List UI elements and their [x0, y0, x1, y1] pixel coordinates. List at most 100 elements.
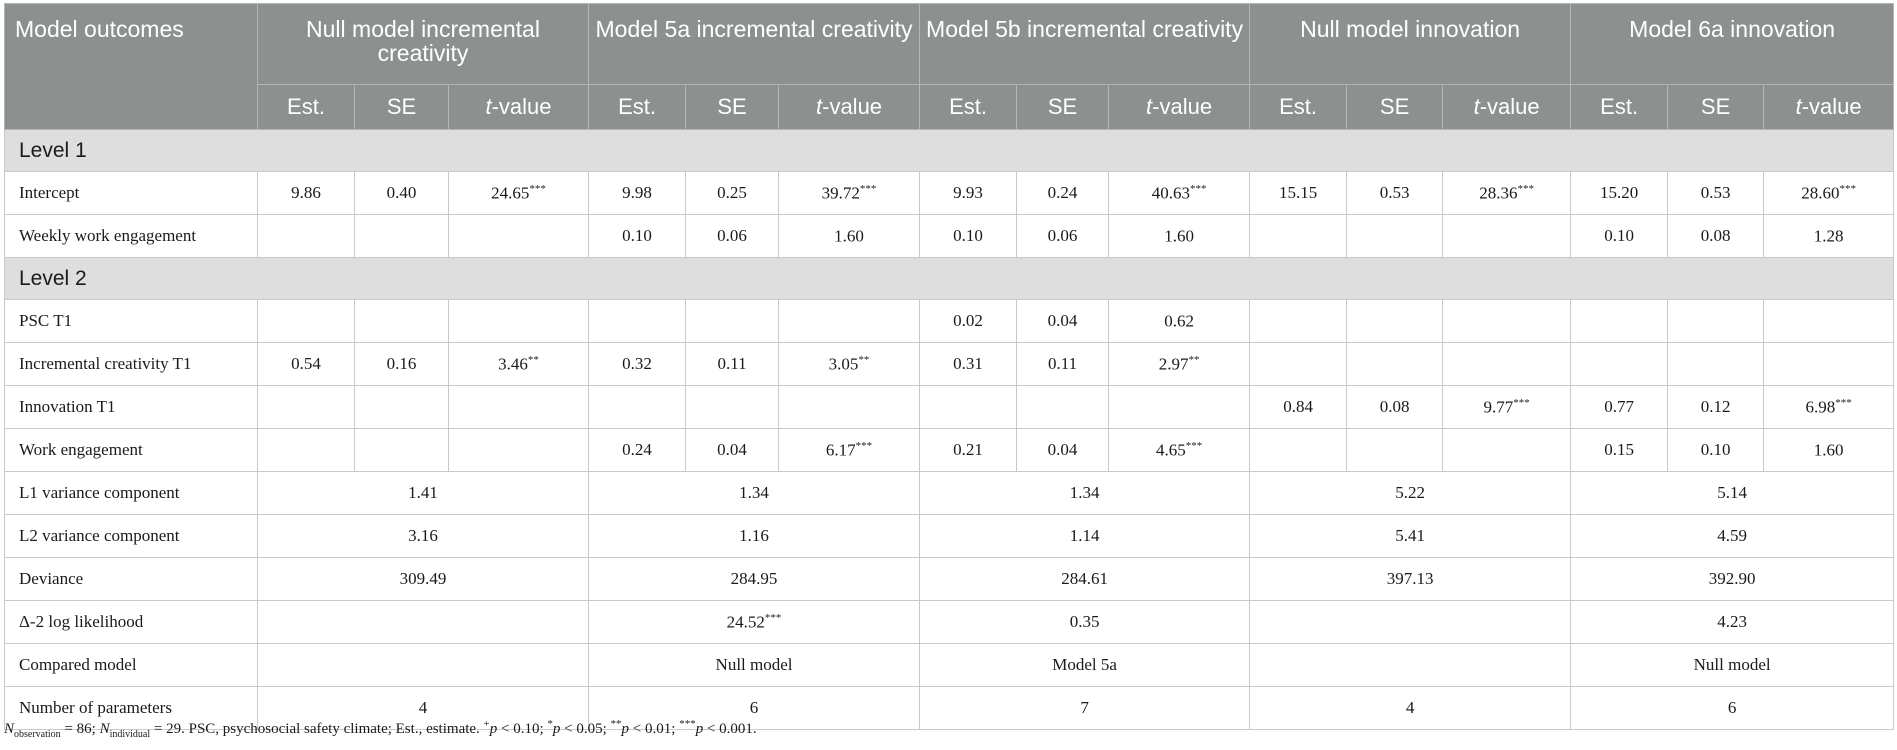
summary-value: 4 — [1249, 686, 1572, 730]
cell-t-value: 3.46** — [447, 342, 590, 386]
row-log-likelihood: Δ-2 log likelihood 24.52*** 0.35 4.23 — [4, 600, 1895, 644]
cell-se — [1346, 428, 1444, 472]
cell-se: 0.08 — [1667, 214, 1765, 258]
cell-est: 0.31 — [919, 342, 1018, 386]
cell-se: 0.04 — [1016, 428, 1110, 472]
header-model-2: Model 5a incremental creativity — [588, 3, 921, 85]
summary-value: 5.14 — [1570, 471, 1895, 515]
row-label: L1 variance component — [4, 471, 258, 515]
cell-est: 0.02 — [919, 299, 1018, 343]
cell-t-value — [778, 299, 921, 343]
subheader-est: Est. — [1570, 84, 1669, 130]
cell-se: 0.11 — [1016, 342, 1110, 386]
cell-t-value: 24.65*** — [447, 171, 590, 215]
subheader-est: Est. — [257, 84, 355, 130]
cell-est: 0.32 — [588, 342, 687, 386]
cell-t-value: 9.77*** — [1442, 385, 1572, 429]
cell-t-value: 39.72*** — [778, 171, 921, 215]
cell-se: 0.25 — [685, 171, 780, 215]
summary-value: 4.59 — [1570, 514, 1895, 558]
summary-value: 0.35 — [919, 600, 1251, 644]
header-model-5: Model 6a innovation — [1570, 3, 1895, 85]
cell-est: 9.93 — [919, 171, 1018, 215]
summary-value: 4 — [256, 686, 590, 730]
row-label: Compared model — [4, 643, 258, 687]
row-work-engagement: Work engagement 0.24 0.04 6.17*** 0.21 0.04 4.… — [4, 428, 1895, 472]
summary-value: 24.52*** — [588, 600, 921, 644]
summary-value: 4.23 — [1570, 600, 1895, 644]
cell-est: 9.98 — [588, 171, 687, 215]
cell-se: 0.12 — [1667, 385, 1765, 429]
summary-value: 1.41 — [256, 471, 590, 515]
cell-t-value — [1442, 342, 1572, 386]
header-row: Model outcomes Null model incremental cr… — [4, 3, 1895, 130]
subheader-t-value: t-value — [1442, 84, 1572, 130]
cell-est: 0.15 — [1570, 428, 1669, 472]
header-model-outcomes: Model outcomes — [4, 3, 258, 130]
significance-stars: ** — [1188, 353, 1200, 366]
header-model-4: Null model innovation — [1249, 3, 1572, 85]
row-deviance: Deviance 309.49 284.95 284.61 397.13 392.90 — [4, 557, 1895, 601]
cell-se — [1346, 299, 1444, 343]
cell-est: 0.24 — [588, 428, 687, 472]
cell-t-value — [1442, 299, 1572, 343]
cell-se: 0.06 — [685, 214, 780, 258]
cell-se — [1016, 385, 1110, 429]
summary-value: Model 5a — [919, 643, 1251, 687]
row-l1-variance: L1 variance component 1.41 1.34 1.34 5.22 5.1… — [4, 471, 1895, 515]
cell-t-value — [778, 385, 921, 429]
significance-stars: *** — [859, 182, 877, 195]
summary-value: 7 — [919, 686, 1251, 730]
summary-value: Null model — [1570, 643, 1895, 687]
subheader-t-value: t-value — [1763, 84, 1895, 130]
level-1-row: Level 1 — [3, 129, 1895, 172]
cell-est: 0.54 — [257, 342, 355, 386]
cell-est — [1570, 342, 1669, 386]
cell-t-value: 40.63*** — [1108, 171, 1251, 215]
row-number-of-parameters: Number of parameters 4 6 7 4 6 — [4, 686, 1895, 730]
cell-est — [1570, 299, 1669, 343]
row-label: Number of parameters — [4, 686, 258, 730]
cell-se — [1667, 299, 1765, 343]
cell-t-value: 2.97** — [1108, 342, 1251, 386]
cell-est: 0.10 — [588, 214, 687, 258]
cell-t-value — [1763, 342, 1895, 386]
row-label: Intercept — [4, 171, 258, 215]
row-innovation-t1: Innovation T1 0.84 0.08 9.77*** 0.77 0.12 6.98… — [4, 385, 1895, 429]
cell-est: 15.20 — [1570, 171, 1669, 215]
cell-est: 0.84 — [1249, 385, 1348, 429]
subheader-se: SE — [1346, 84, 1444, 130]
row-label: Deviance — [4, 557, 258, 601]
significance-stars: *** — [1839, 182, 1856, 195]
row-label: Work engagement — [4, 428, 258, 472]
cell-est — [588, 299, 687, 343]
summary-value — [1249, 600, 1572, 644]
row-label: L2 variance component — [4, 514, 258, 558]
cell-t-value — [447, 385, 590, 429]
cell-se: 0.06 — [1016, 214, 1110, 258]
subheader-row: Est. SE t-value Est. SE t-value Est. SE t-value E… — [5, 84, 1895, 130]
cell-se: 0.40 — [354, 171, 449, 215]
significance-stars: *** — [1189, 182, 1207, 195]
level-2-label: Level 2 — [3, 257, 1895, 300]
subheader-est: Est. — [919, 84, 1018, 130]
row-label: Δ-2 log likelihood — [4, 600, 258, 644]
cell-se: 0.04 — [685, 428, 780, 472]
significance-stars: ** — [858, 353, 870, 366]
cell-t-value: 6.98*** — [1763, 385, 1895, 429]
significance-stars: ** — [527, 353, 539, 366]
cell-t-value — [1442, 214, 1572, 258]
cell-est: 0.77 — [1570, 385, 1669, 429]
cell-est: 0.10 — [1570, 214, 1669, 258]
cell-est: 15.15 — [1249, 171, 1348, 215]
cell-se: 0.11 — [685, 342, 780, 386]
cell-est — [1249, 342, 1348, 386]
cell-se: 0.08 — [1346, 385, 1444, 429]
cell-est — [1249, 428, 1348, 472]
results-table: Model outcomes Null model incremental cr… — [3, 3, 1895, 730]
row-incremental-creativity-t1: Incremental creativity T1 0.54 0.16 3.46** 0… — [4, 342, 1895, 386]
summary-value: 397.13 — [1249, 557, 1572, 601]
cell-se: 0.53 — [1667, 171, 1765, 215]
cell-t-value: 1.60 — [1108, 214, 1251, 258]
subheader-t-value: t-value — [447, 84, 590, 130]
